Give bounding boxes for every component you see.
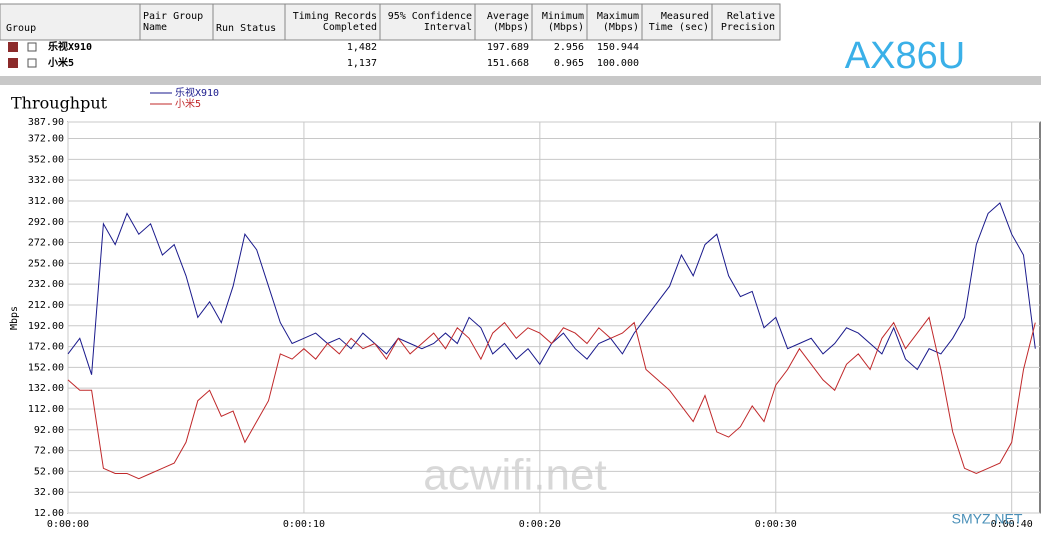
column-header: Average	[487, 11, 529, 22]
row-cell: 150.944	[597, 42, 639, 53]
x-tick-label: 0:00:10	[283, 519, 325, 530]
y-tick-label: 232.00	[28, 279, 64, 290]
y-tick-label: 312.00	[28, 196, 64, 207]
y-tick-label: 192.00	[28, 321, 64, 332]
x-tick-label: 0:00:30	[755, 519, 797, 530]
y-tick-label: 352.00	[28, 154, 64, 165]
y-tick-label: 132.00	[28, 383, 64, 394]
table-header	[0, 3, 781, 41]
y-tick-label: 252.00	[28, 258, 64, 269]
legend-label: 乐视X910	[175, 86, 219, 99]
column-header: Minimum	[542, 11, 584, 22]
column-header: Maximum	[597, 11, 639, 22]
column-header: (Mbps)	[548, 22, 584, 33]
y-axis-label: Mbps	[9, 306, 20, 330]
y-tick-label: 52.00	[34, 466, 64, 477]
expand-icon	[27, 42, 37, 52]
legend-label: 小米5	[175, 97, 201, 110]
x-tick-label: 0:00:40	[991, 519, 1033, 530]
column-header: Precision	[721, 22, 775, 33]
column-header: Timing Records	[293, 11, 377, 22]
y-tick-label: 92.00	[34, 425, 64, 436]
row-cell: 0.965	[554, 58, 584, 69]
row-cell: 1,137	[347, 58, 377, 69]
column-header: Completed	[323, 22, 377, 33]
column-header: Name	[143, 22, 167, 33]
column-header: Relative	[727, 11, 775, 22]
watermark: SMYZ.NET	[952, 511, 1023, 527]
row-icon	[8, 58, 18, 68]
column-header: (Mbps)	[603, 22, 639, 33]
y-tick-label: 332.00	[28, 175, 64, 186]
y-tick-label: 172.00	[28, 342, 64, 353]
y-tick-label: 292.00	[28, 217, 64, 228]
x-tick-label: 0:00:20	[519, 519, 561, 530]
row-group: 小米5	[47, 56, 74, 69]
expand-icon	[27, 58, 37, 68]
column-header: Interval	[424, 22, 472, 33]
row-cell: 151.668	[487, 58, 529, 69]
series-line	[67, 316, 1036, 480]
column-header: (Mbps)	[493, 22, 529, 33]
y-tick-label: 72.00	[34, 446, 64, 457]
y-tick-label: 387.90	[28, 117, 64, 128]
y-tick-label: 372.00	[28, 134, 64, 145]
row-cell: 197.689	[487, 42, 529, 53]
row-cell: 100.000	[597, 58, 639, 69]
row-cell: 2.956	[554, 42, 584, 53]
y-tick-label: 32.00	[34, 487, 64, 498]
y-tick-label: 112.00	[28, 404, 64, 415]
y-tick-label: 152.00	[28, 362, 64, 373]
splitter	[0, 76, 1041, 85]
watermark: AX86U	[845, 35, 965, 77]
y-tick-label: 272.00	[28, 238, 64, 249]
y-tick-label: 12.00	[34, 508, 64, 519]
x-tick-label: 0:00:00	[47, 519, 89, 530]
row-cell: 1,482	[347, 42, 377, 53]
column-header: Measured	[661, 11, 709, 22]
column-header: 95% Confidence	[388, 11, 472, 22]
column-header: Pair Group	[143, 11, 203, 22]
chart-title: Throughput	[11, 94, 108, 113]
plot-area	[67, 121, 1041, 514]
column-header: Group	[6, 23, 36, 34]
y-tick-label: 212.00	[28, 300, 64, 311]
watermark: acwifi.net	[423, 451, 606, 500]
column-header: Run Status	[216, 23, 276, 34]
row-icon	[8, 42, 18, 52]
row-group: 乐视X910	[48, 40, 92, 53]
column-header: Time (sec)	[649, 22, 709, 33]
